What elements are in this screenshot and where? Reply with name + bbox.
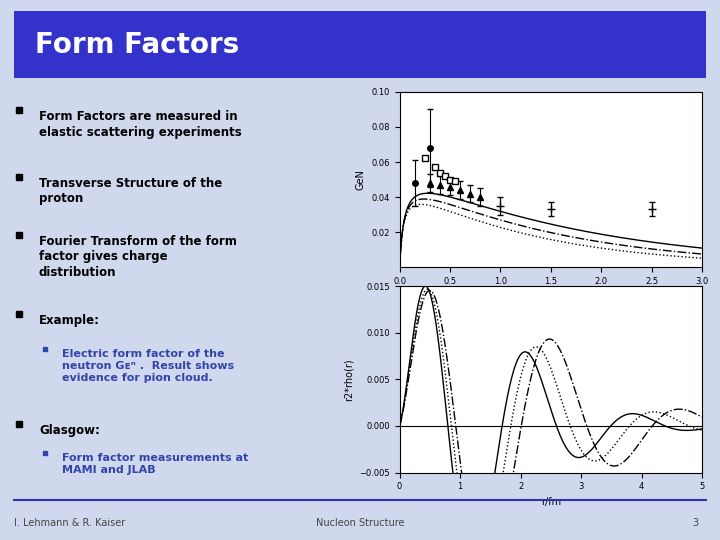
Y-axis label: r2*rho(r): r2*rho(r) xyxy=(343,358,354,401)
Text: Form factor measurements at
MAMI and JLAB: Form factor measurements at MAMI and JLA… xyxy=(62,453,248,475)
Text: Transverse Structure of the
proton: Transverse Structure of the proton xyxy=(39,177,222,205)
Y-axis label: GeN: GeN xyxy=(356,169,366,190)
FancyBboxPatch shape xyxy=(0,8,720,81)
Text: Example:: Example: xyxy=(39,314,100,327)
Text: Form Factors are measured in
elastic scattering experiments: Form Factors are measured in elastic sca… xyxy=(39,110,242,139)
FancyBboxPatch shape xyxy=(0,14,720,86)
Text: Nucleon Structure: Nucleon Structure xyxy=(316,518,404,528)
X-axis label: Q2: Q2 xyxy=(544,292,558,301)
Text: I. Lehmann & R. Kaiser: I. Lehmann & R. Kaiser xyxy=(14,518,126,528)
Text: Form Factors: Form Factors xyxy=(35,31,239,58)
Text: Electric form factor of the
neutron Gᴇⁿ .  Result shows
evidence for pion cloud.: Electric form factor of the neutron Gᴇⁿ … xyxy=(62,349,234,383)
Text: Fourier Transform of the form
factor gives charge
distribution: Fourier Transform of the form factor giv… xyxy=(39,235,237,279)
Text: 3: 3 xyxy=(692,518,698,528)
Text: Glasgow:: Glasgow: xyxy=(39,424,100,437)
X-axis label: r/fm: r/fm xyxy=(541,497,561,507)
